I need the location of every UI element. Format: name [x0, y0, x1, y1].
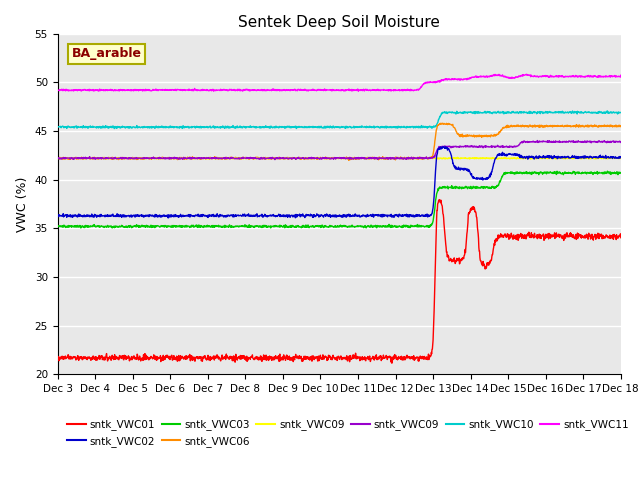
Title: Sentek Deep Soil Moisture: Sentek Deep Soil Moisture — [238, 15, 440, 30]
Legend: sntk_VWC01, sntk_VWC02, sntk_VWC03, sntk_VWC06, sntk_VWC09, sntk_VWC09, sntk_VWC: sntk_VWC01, sntk_VWC02, sntk_VWC03, sntk… — [63, 415, 633, 451]
Y-axis label: VWC (%): VWC (%) — [16, 176, 29, 232]
Text: BA_arable: BA_arable — [72, 48, 141, 60]
